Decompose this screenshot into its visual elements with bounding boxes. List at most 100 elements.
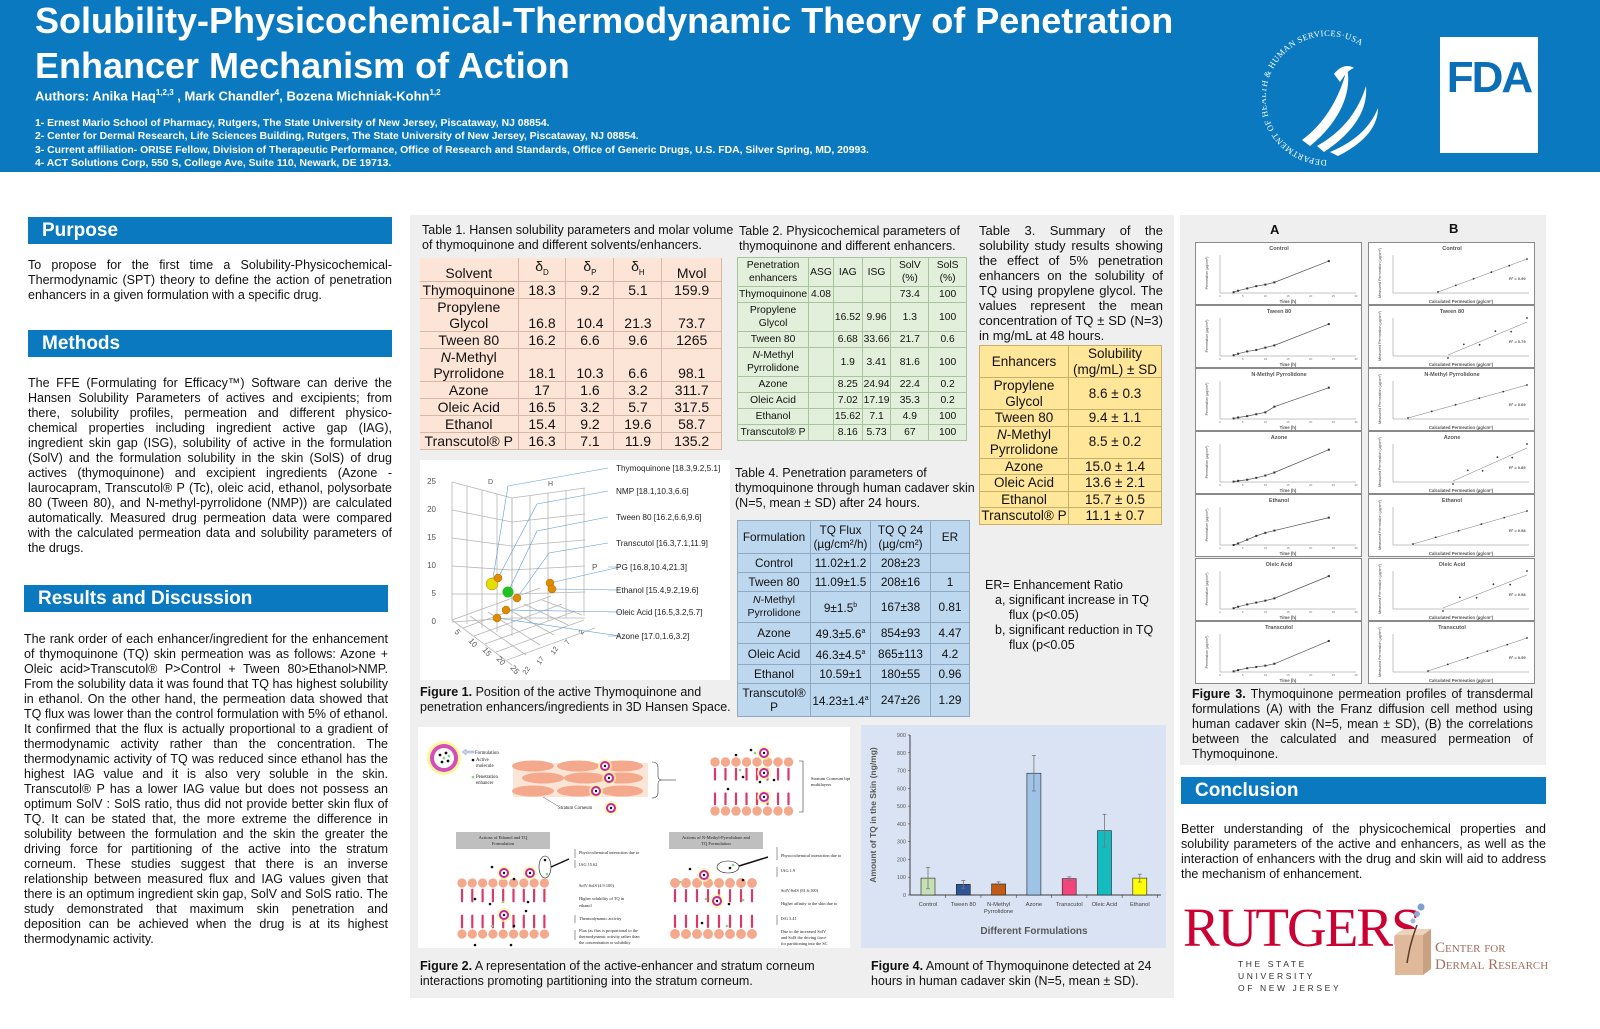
table-row: Oleic Acid 16.5 3.2 5.7 317.5	[420, 398, 722, 416]
q24-cell: 854±93	[870, 622, 931, 644]
enhancer-cell: N-Methyl Pyrrolidone	[979, 425, 1069, 459]
table-row: Oleic Acid 46.3±4.5a 865±113 4.2	[737, 642, 970, 665]
data-point	[1273, 405, 1276, 408]
brace	[651, 761, 663, 799]
table-row: Ethanol 15.7 ± 0.5	[979, 490, 1162, 508]
row-name: Propylene Glycol	[749, 305, 797, 329]
flux-value: 11.02±1.2	[814, 556, 867, 570]
data-point	[1264, 599, 1267, 602]
data-point	[1511, 456, 1514, 459]
active-molecule-dot	[446, 759, 450, 763]
data-point	[1246, 415, 1249, 418]
permeation-line	[1233, 449, 1329, 483]
point-label: Oleic Acid [16.5,3.2,5.7]	[616, 608, 702, 617]
fda-logo-text: FDA	[1446, 53, 1533, 102]
data-point	[1273, 596, 1276, 599]
value-cell: 9.2	[565, 415, 615, 433]
data-point	[1490, 271, 1493, 274]
purpose-heading: Purpose	[28, 217, 392, 244]
header-text: δ	[583, 258, 592, 274]
active-molecule-dot	[440, 760, 444, 764]
solubility-cell: 8.6 ± 0.3	[1068, 377, 1162, 410]
r-squared-label: R² = 0.99	[1509, 655, 1526, 660]
lipid-tail	[695, 914, 699, 928]
rutgers-subtitle: THE STATE UNIVERSITY	[1238, 959, 1316, 981]
data-point	[1492, 582, 1495, 585]
y-tick-label: 12	[550, 646, 560, 656]
table-row: Transcutol® P 14.23±1.4a 247±26 1.29	[737, 682, 970, 717]
lipid-tail	[728, 914, 732, 928]
x-tick-label-part: Pyrrolidone	[984, 909, 1013, 915]
lipid-tail	[673, 914, 677, 928]
point-label: Transcutol [16.3,7.1,11.9]	[616, 539, 708, 548]
r-squared-label: R² = 0.99	[1509, 276, 1526, 281]
value-cell: 4.08	[808, 286, 834, 303]
er-cell: 0.96	[930, 663, 970, 684]
diagram-label: IAG 1.9	[781, 868, 795, 873]
data-point	[1264, 411, 1267, 414]
plot-title: N-Methyl Pyrrolidone	[1424, 372, 1479, 378]
value-cell: 159.9	[661, 281, 722, 299]
r-squared-label: R² = 0.79	[1509, 339, 1526, 344]
x-tick-label: Tween 80	[951, 902, 976, 908]
hansen-point	[485, 577, 499, 591]
lipid-head	[752, 806, 762, 816]
lipid-head	[710, 806, 720, 816]
table-row: Oleic Acid 7.02 17.19 35.3 0.2	[736, 392, 967, 409]
active-molecule-dot	[762, 771, 766, 775]
figure2-caption: Figure 2. A representation of the active…	[420, 959, 840, 989]
column-header: ASG	[808, 257, 834, 287]
solvent-cell: Transcutol® P	[420, 432, 519, 450]
plot-x-label: Time (h)	[1280, 678, 1297, 683]
value-cell: 17	[518, 381, 567, 399]
point-label: Tween 80 [16.2,6.6,9.6]	[616, 513, 702, 522]
q24-cell: 865±113	[870, 642, 931, 665]
leader-line	[496, 617, 621, 637]
x-tick-label: 25	[1332, 610, 1336, 614]
value-cell: 67	[890, 424, 930, 441]
x-tick-label: 5	[1242, 420, 1244, 424]
x-tick-label: 0	[1219, 610, 1221, 614]
plot-y-label: Measured Permeation (µg/cm²)	[1378, 437, 1382, 487]
figure3-plot-a-azone: Azone Permeation (µg/cm²) Time (h) 0 5 10 15 20…	[1195, 431, 1362, 495]
plot-title: Oleic Acid	[1266, 562, 1293, 568]
solubility-cell: 9.4 ± 1.1	[1068, 409, 1162, 427]
lipid-head	[488, 929, 498, 939]
value-cell: 3.41	[861, 347, 892, 377]
lipid-head	[681, 878, 691, 888]
plot-x-label: Calculated Permeation (µg/cm²)	[1429, 488, 1494, 493]
plot-x-label: Calculated Permeation (µg/cm²)	[1429, 425, 1494, 430]
plot-x-label: Time (h)	[1280, 299, 1297, 304]
table-header-row: Solvent δD δP δH Mvol	[420, 258, 722, 282]
column-header: δP	[565, 258, 615, 282]
table-header-row: Enhancers Solubility (mg/mL) ± SD	[979, 345, 1162, 378]
table-row: Azone 49.3±5.6a 854±93 4.47	[737, 622, 970, 644]
lipid-tail	[750, 914, 754, 928]
value-cell: 6.68	[832, 331, 863, 348]
enhancer-cell: Propylene Glycol	[736, 302, 810, 332]
data-point	[1506, 643, 1509, 646]
lipid-head	[529, 878, 539, 888]
plot-y-label: Permeation (µg/cm²)	[1205, 446, 1209, 479]
x-tick-label: 10	[1264, 357, 1268, 361]
rutgers-wordmark: RUTGERS	[1183, 897, 1422, 958]
trendline	[1437, 258, 1528, 293]
hansen-point	[493, 573, 503, 583]
active-molecule-dot	[762, 795, 766, 799]
x-tick-label: 15	[1286, 483, 1290, 487]
active-molecule-dot	[488, 902, 492, 906]
plot-y-label: Permeation (µg/cm²)	[1205, 509, 1209, 542]
column-header: Solvent	[420, 258, 519, 282]
leader-line	[497, 490, 609, 579]
x-tick-label: 15	[1286, 546, 1290, 550]
grid-line	[484, 611, 574, 645]
grid-line	[511, 513, 586, 523]
data-point	[1437, 291, 1439, 293]
table3-caption: Table 3. Summary of the solubility study…	[979, 223, 1163, 343]
data-point	[1486, 649, 1489, 652]
active-molecule-dot	[594, 789, 598, 793]
lipid-head	[670, 878, 680, 888]
grid-line	[473, 603, 563, 637]
row-name: Transcutol® P	[740, 427, 806, 438]
x-tick-label: N-Methyl Pyrrolidone	[984, 902, 1013, 915]
